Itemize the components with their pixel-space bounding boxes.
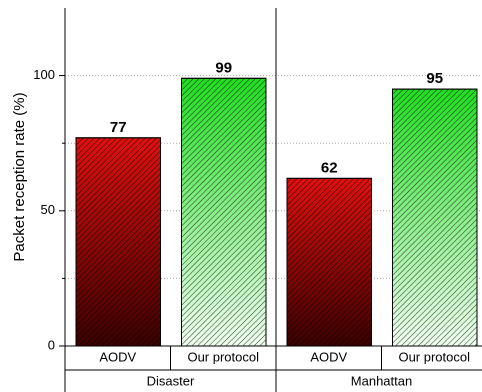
bar-hatch: [75, 137, 161, 347]
value-label: 95: [426, 70, 443, 87]
y-axis-label: Packet reception rate (%): [11, 92, 28, 261]
series-label: Our protocol: [187, 349, 259, 364]
series-label: AODV: [99, 349, 136, 364]
y-tick-label: 50: [41, 202, 55, 217]
group-label: Disaster: [147, 373, 195, 388]
y-tick-label: 0: [48, 337, 55, 352]
series-label: Our protocol: [398, 349, 470, 364]
y-tick-label: 100: [33, 67, 55, 82]
bar-hatch: [181, 77, 267, 347]
group-label: Manhattan: [351, 373, 412, 388]
value-label: 99: [215, 59, 232, 76]
series-label: AODV: [310, 349, 347, 364]
value-label: 77: [110, 119, 127, 136]
bar-hatch: [392, 88, 478, 347]
value-label: 62: [321, 159, 338, 176]
bar-hatch: [286, 177, 372, 347]
